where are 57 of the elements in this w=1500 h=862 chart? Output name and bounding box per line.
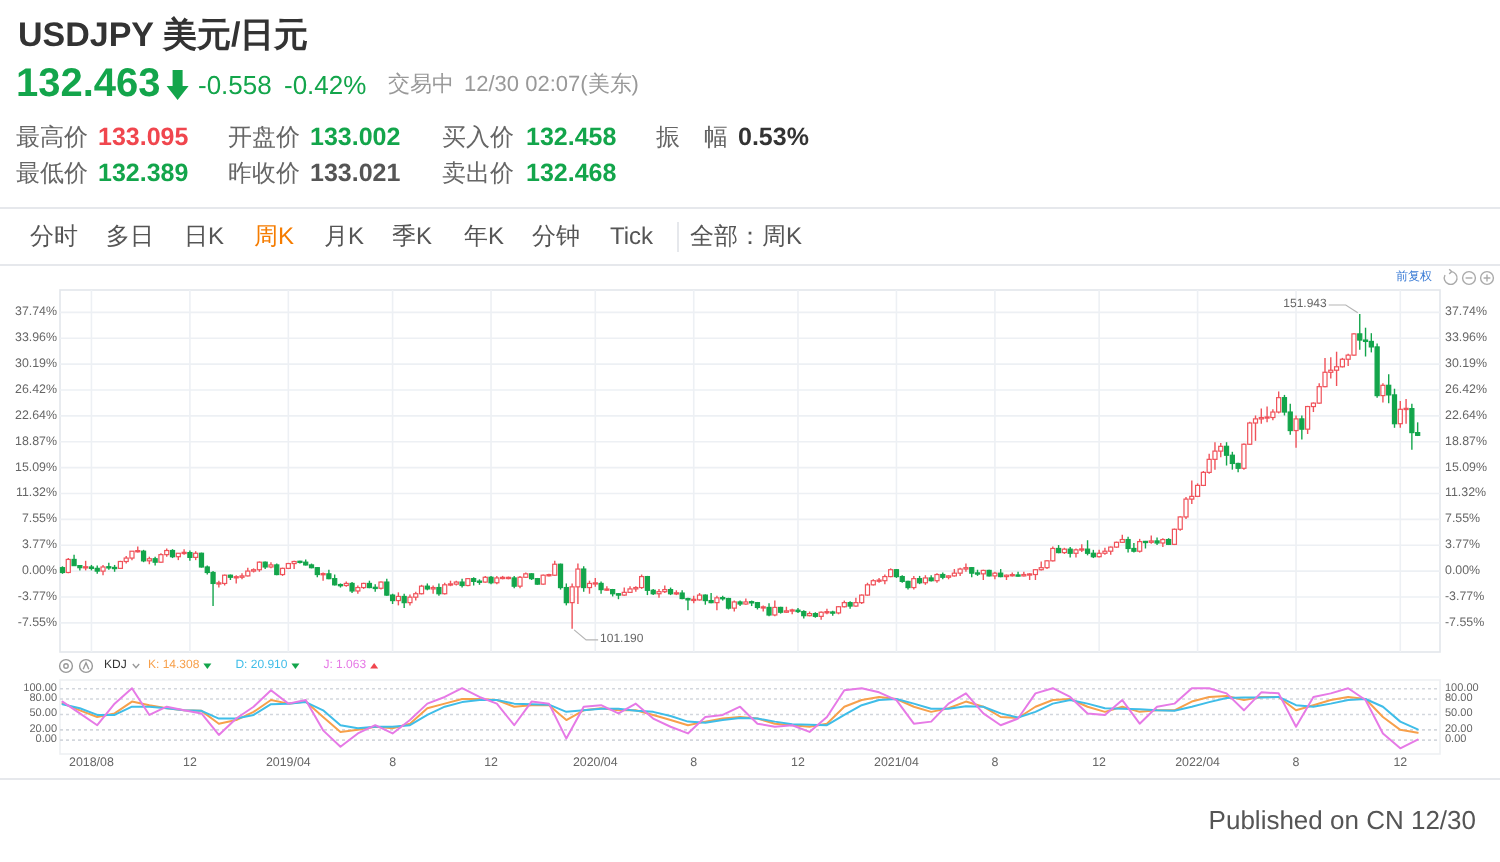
candlestick xyxy=(1333,351,1340,387)
candlestick xyxy=(1403,398,1409,425)
text: Published on CN 12/30 xyxy=(1208,805,1476,835)
text: 月K xyxy=(324,222,365,250)
text: 132.458 xyxy=(526,123,617,151)
candlestick xyxy=(1212,441,1218,471)
text: 季K xyxy=(392,222,433,250)
candlestick xyxy=(685,597,691,611)
text: 日K xyxy=(184,222,225,250)
text: 卖出价 xyxy=(442,159,514,187)
text: 12/30 02:07(美东) xyxy=(464,71,639,97)
candlestick xyxy=(1287,403,1293,436)
candlestick xyxy=(1397,400,1403,429)
text: 最低价 xyxy=(16,159,88,187)
candlestick xyxy=(581,565,587,593)
candlestick xyxy=(708,592,714,605)
text: -0.558 xyxy=(198,70,272,100)
line-series xyxy=(61,687,1419,750)
candlestick xyxy=(1305,405,1311,435)
text: 周K xyxy=(254,222,295,250)
candlestick xyxy=(430,584,436,595)
candlestick xyxy=(1223,441,1230,467)
candlestick xyxy=(1328,356,1334,380)
candlestick xyxy=(656,588,662,599)
candlestick xyxy=(210,570,216,607)
text: 132.389 xyxy=(98,159,189,187)
candlestick xyxy=(1293,414,1299,449)
text: 昨收价 xyxy=(228,159,300,187)
text: 买入价 xyxy=(442,123,514,151)
candlestick xyxy=(1351,332,1357,357)
text: 年K xyxy=(464,222,505,250)
candlestick xyxy=(1380,382,1386,404)
text: 133.021 xyxy=(310,159,401,187)
text: 最高价 xyxy=(16,123,88,151)
text: 振 幅 xyxy=(656,123,728,151)
candlestick xyxy=(1299,414,1305,441)
candlestick xyxy=(320,571,326,582)
candlestick xyxy=(1252,414,1259,442)
candlestick xyxy=(1357,313,1363,351)
text: 多日 xyxy=(106,222,154,250)
text: 开盘价 xyxy=(228,123,300,151)
candlestick xyxy=(1264,405,1270,424)
text: 分钟 xyxy=(532,222,580,250)
text: -0.42% xyxy=(284,70,368,100)
chart-title: USDJPY 美元/日元 xyxy=(18,16,309,54)
text: 交易中 xyxy=(388,71,454,97)
text: 133.095 xyxy=(98,123,189,151)
text: Tick xyxy=(610,222,656,250)
text: 133.002 xyxy=(310,123,401,151)
candlestick xyxy=(1409,403,1415,451)
text: 132.468 xyxy=(526,159,617,187)
candlestick xyxy=(1131,542,1137,554)
text: 0.53% xyxy=(738,123,809,151)
text: 全部：周K xyxy=(690,222,803,250)
text: 132.463 xyxy=(16,62,161,106)
candlestick xyxy=(181,548,187,556)
text: 分时 xyxy=(30,222,78,250)
